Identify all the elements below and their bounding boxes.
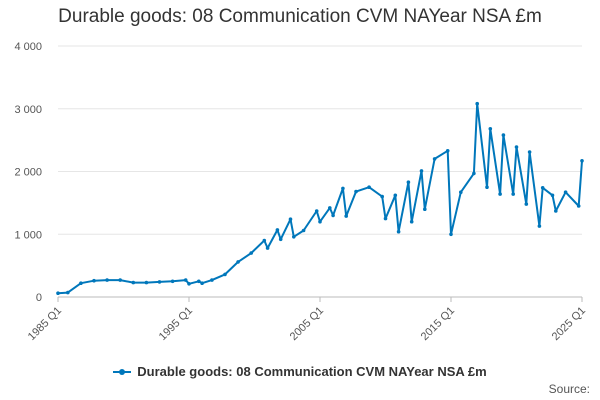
data-point[interactable] [511,192,515,196]
data-point[interactable] [501,133,506,137]
data-point[interactable] [118,278,122,282]
data-point[interactable] [318,219,322,224]
data-point[interactable] [550,193,555,198]
data-point[interactable] [288,217,293,221]
data-point[interactable] [236,260,240,264]
data-point[interactable] [576,204,581,208]
data-point[interactable] [157,280,162,284]
data-point[interactable] [275,228,280,232]
data-point[interactable] [472,171,476,176]
data-point[interactable] [449,232,453,237]
data-point[interactable] [200,281,204,286]
data-point[interactable] [278,237,283,242]
x-tick-label: 2005 Q1 [288,305,326,343]
data-point[interactable] [210,278,214,282]
data-point[interactable] [331,213,335,218]
data-point[interactable] [580,159,584,163]
x-tick-label: 1985 Q1 [26,305,64,343]
data-point[interactable] [265,246,270,250]
data-point[interactable] [354,189,358,194]
data-point[interactable] [380,194,385,199]
data-point[interactable] [396,229,401,234]
data-point[interactable] [527,150,532,154]
data-point[interactable] [328,206,332,210]
data-point[interactable] [301,228,306,233]
data-point[interactable] [498,192,502,196]
data-point[interactable] [262,238,267,243]
gridlines [58,45,582,298]
data-point[interactable] [183,278,188,282]
data-point[interactable] [445,149,450,153]
data-point[interactable] [554,209,558,213]
data-point[interactable] [406,180,411,184]
x-tick-label: 1995 Q1 [157,305,195,343]
data-point[interactable] [92,278,96,283]
data-point[interactable] [432,157,437,161]
y-axis-ticks: 0 1 000 2 000 3 000 4 000 [14,41,42,304]
data-point[interactable] [367,185,371,189]
data-point[interactable] [383,216,388,221]
y-tick-label: 4 000 [14,41,42,53]
y-tick-label: 0 [36,292,42,304]
data-point[interactable] [187,282,191,286]
data-point[interactable] [170,279,175,284]
data-point[interactable] [105,278,109,282]
data-point[interactable] [540,186,545,190]
data-point[interactable] [56,291,60,296]
data-point[interactable] [459,190,463,194]
data-point[interactable] [475,101,480,106]
data-point[interactable] [197,279,201,284]
legend-swatch-icon [113,367,132,377]
data-point[interactable] [131,280,136,285]
data-point[interactable] [514,145,519,149]
source-label: Source: [548,382,590,396]
y-tick-label: 1 000 [14,229,42,241]
data-point[interactable] [292,235,296,239]
data-point[interactable] [66,290,70,295]
data-point[interactable] [488,127,493,131]
data-point[interactable] [249,251,253,255]
data-point[interactable] [524,202,529,206]
data-point[interactable] [485,185,489,189]
x-tick-label: 2025 Q1 [550,305,588,343]
y-tick-label: 3 000 [14,104,42,116]
series-points [56,101,584,296]
data-point[interactable] [144,280,149,285]
x-axis-ticks: 1985 Q1 1995 Q1 2005 Q1 2015 Q1 2025 Q1 [26,297,588,343]
chart-title: Durable goods: 08 Communication CVM NAYe… [58,6,542,27]
data-point[interactable] [341,186,345,191]
x-tick-label: 2015 Q1 [419,305,457,343]
data-point[interactable] [79,281,83,286]
legend[interactable]: Durable goods: 08 Communication CVM NAYe… [0,364,600,379]
data-point[interactable] [563,190,568,194]
data-point[interactable] [393,193,398,198]
y-tick-label: 2 000 [14,167,42,179]
series-line [57,102,583,295]
data-point[interactable] [223,272,227,277]
data-point[interactable] [314,209,319,213]
data-point[interactable] [423,207,427,211]
legend-label: Durable goods: 08 Communication CVM NAYe… [137,364,487,379]
data-point[interactable] [537,224,542,228]
data-point[interactable] [409,219,414,224]
data-point[interactable] [419,169,424,173]
data-point[interactable] [344,214,349,218]
